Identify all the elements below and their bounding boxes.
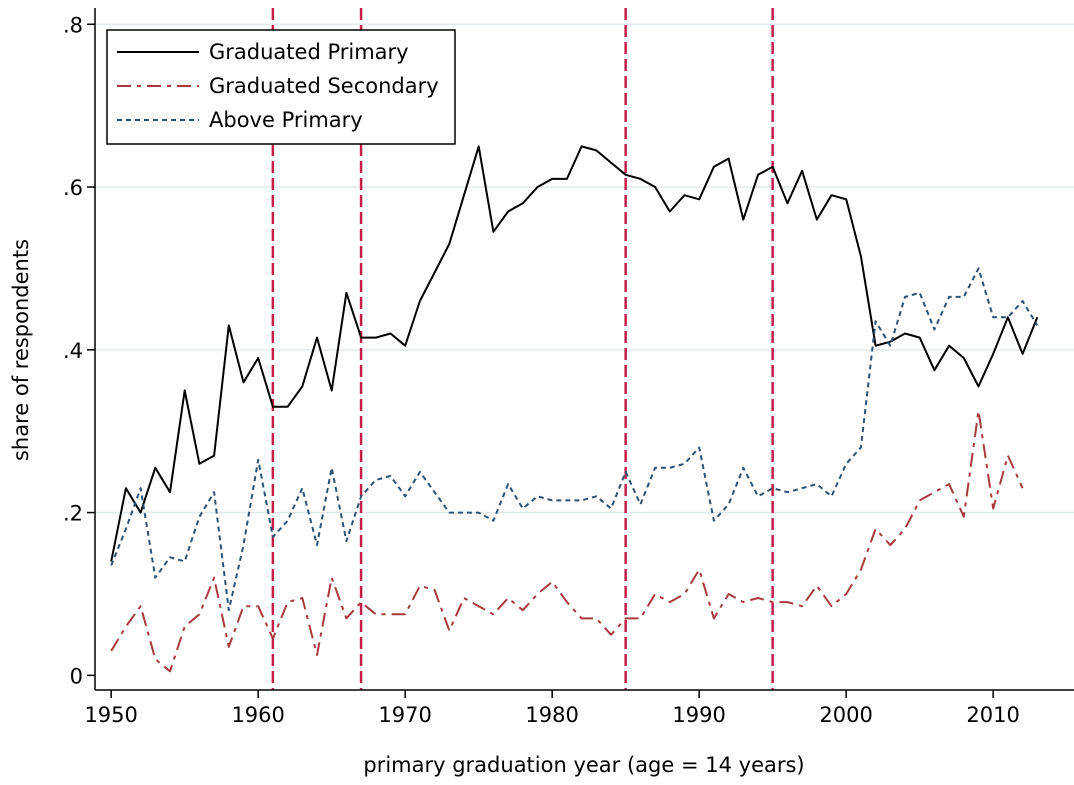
y-axis-label: share of respondents — [9, 239, 33, 461]
x-tick-label: 2000 — [819, 703, 872, 727]
x-tick-label: 2010 — [966, 703, 1019, 727]
series-line — [110, 145, 1039, 562]
x-tick-label: 1980 — [525, 703, 578, 727]
x-tick-label: 1950 — [84, 703, 137, 727]
y-tick-label: .2 — [63, 502, 83, 526]
y-tick-label: .6 — [63, 176, 83, 200]
y-tick-label: 0 — [70, 664, 83, 688]
y-tick-label: .4 — [63, 339, 83, 363]
legend-label: Graduated Secondary — [209, 74, 439, 98]
legend-label: Graduated Primary — [209, 40, 409, 64]
legend-label: Above Primary — [209, 108, 363, 132]
series-line — [110, 409, 1024, 673]
x-tick-label: 1970 — [378, 703, 431, 727]
y-tick-label: .8 — [63, 13, 83, 37]
series-line — [110, 267, 1039, 612]
x-tick-label: 1990 — [672, 703, 725, 727]
legend-box — [106, 29, 456, 145]
x-tick-label: 1960 — [231, 703, 284, 727]
x-axis-label: primary graduation year (age = 14 years) — [363, 753, 804, 777]
